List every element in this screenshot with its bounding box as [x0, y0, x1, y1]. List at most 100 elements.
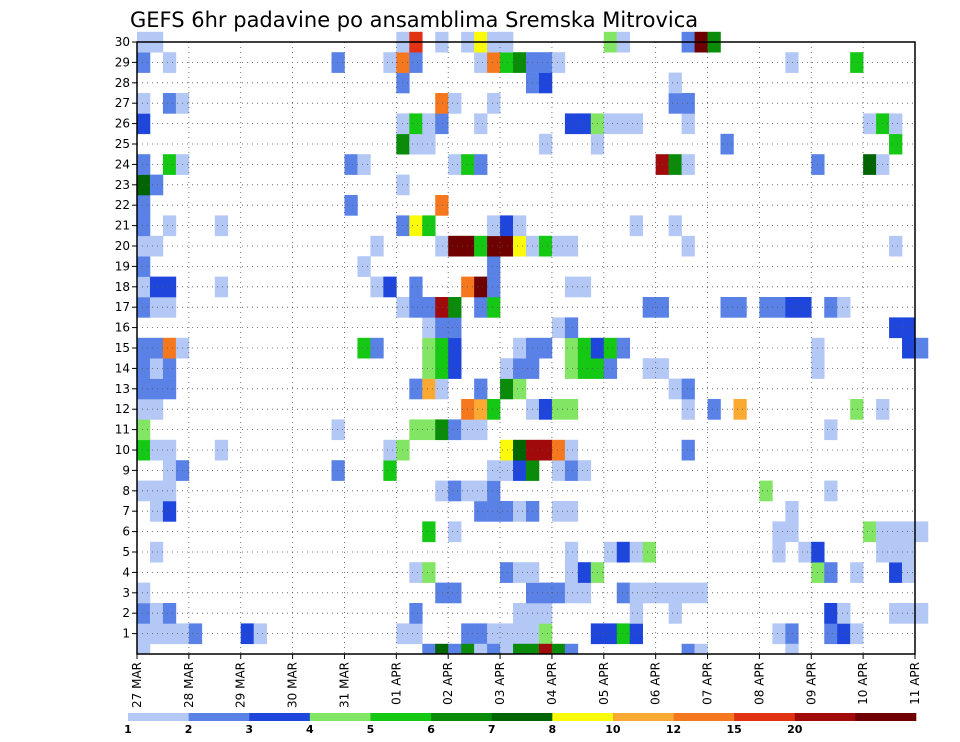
heatmap-cell	[902, 541, 916, 563]
heatmap-cell	[422, 643, 436, 654]
y-tick-label: 5	[122, 545, 130, 559]
heatmap-cell	[474, 501, 488, 522]
heatmap-cell	[551, 460, 566, 481]
heatmap-cell	[487, 52, 501, 73]
heatmap-cell	[149, 480, 164, 502]
x-tick-label: 11 APR	[908, 662, 922, 705]
heatmap-cell	[551, 235, 566, 257]
heatmap-cell	[214, 215, 229, 237]
y-tick-label: 24	[115, 157, 130, 171]
heatmap-cell	[577, 337, 592, 359]
legend-swatch	[673, 713, 735, 721]
heatmap-cell	[668, 93, 682, 114]
heatmap-cell	[538, 235, 553, 257]
x-tick-label: 10 APR	[856, 662, 870, 705]
heatmap-cell	[526, 643, 540, 654]
heatmap-cell	[577, 358, 592, 379]
heatmap-cell	[837, 297, 851, 318]
heatmap-cell	[564, 317, 579, 339]
heatmap-cell	[889, 113, 903, 135]
y-tick-label: 8	[122, 484, 130, 498]
heatmap-cell	[863, 113, 877, 135]
heatmap-cell	[603, 541, 618, 563]
heatmap-cell	[474, 276, 488, 298]
heatmap-cell	[513, 603, 527, 624]
heatmap-cell	[902, 562, 916, 583]
y-tick-label: 28	[115, 76, 130, 90]
heatmap-cell	[551, 582, 566, 604]
heatmap-cell	[538, 603, 553, 624]
heatmap-cell	[902, 337, 916, 359]
legend-swatch	[855, 713, 917, 721]
heatmap-cell	[785, 623, 799, 645]
heatmap-cell	[785, 297, 799, 318]
heatmap-cell	[798, 297, 812, 318]
heatmap-cell	[915, 337, 929, 359]
heatmap-cell	[487, 235, 501, 257]
legend-swatch	[249, 713, 311, 721]
heatmap-cell	[137, 337, 151, 359]
heatmap-cell	[149, 276, 164, 298]
heatmap-cell	[474, 297, 488, 318]
heatmap-cell	[850, 399, 864, 420]
legend-swatch	[612, 713, 674, 721]
heatmap-cell	[733, 297, 747, 318]
heatmap-cell	[513, 358, 527, 379]
heatmap-cell	[837, 623, 851, 645]
y-tick-label: 4	[122, 565, 130, 579]
y-tick-label: 11	[115, 423, 130, 437]
heatmap-cell	[889, 603, 903, 624]
heatmap-cell	[435, 195, 449, 216]
heatmap-cell	[435, 480, 449, 502]
heatmap-cell	[564, 643, 579, 654]
heatmap-cell	[448, 358, 462, 379]
heatmap-cell	[551, 52, 566, 73]
legend-swatch	[491, 713, 553, 721]
heatmap-cell	[435, 643, 449, 654]
heatmap-cell	[149, 603, 164, 624]
heatmap-cell	[149, 623, 164, 645]
heatmap-cell	[564, 439, 579, 461]
heatmap-cell	[538, 337, 553, 359]
heatmap-cell	[564, 113, 579, 135]
heatmap-cell	[448, 337, 462, 359]
heatmap-cell	[538, 439, 553, 461]
heatmap-cell	[487, 623, 501, 645]
heatmap-cell	[137, 480, 151, 502]
legend-swatch	[794, 713, 856, 721]
heatmap-cell	[759, 480, 773, 502]
heatmap-cell	[422, 378, 436, 400]
heatmap-cell	[889, 521, 903, 543]
heatmap-cell	[162, 501, 177, 522]
heatmap-cell	[422, 521, 436, 543]
heatmap-cell	[668, 72, 682, 94]
heatmap-cell	[448, 317, 462, 339]
heatmap-cell	[513, 501, 527, 522]
y-tick-label: 6	[122, 525, 130, 539]
heatmap-cell	[694, 643, 708, 654]
heatmap-cell	[137, 174, 151, 196]
heatmap-cell	[500, 358, 514, 379]
heatmap-cell	[149, 439, 164, 461]
heatmap-cell	[487, 256, 501, 277]
heatmap-cell	[137, 195, 151, 216]
heatmap-cell	[837, 603, 851, 624]
y-tick-label: 22	[115, 198, 130, 212]
x-tick-label: 05 APR	[597, 662, 611, 705]
heatmap-cell	[149, 174, 164, 196]
heatmap-cell	[772, 541, 786, 563]
heatmap-cell	[513, 337, 527, 359]
heatmap-cell	[149, 378, 164, 400]
heatmap-cell	[137, 439, 151, 461]
heatmap-cell	[564, 582, 579, 604]
heatmap-cell	[603, 623, 618, 645]
heatmap-cell	[162, 378, 177, 400]
heatmap-cell	[668, 603, 682, 624]
heatmap-cell	[448, 480, 462, 502]
legend-label: 20	[787, 723, 803, 736]
heatmap-cell	[137, 419, 151, 441]
heatmap-cell	[616, 582, 631, 604]
legend-label: 7	[488, 723, 496, 736]
heatmap-cell	[668, 215, 682, 237]
heatmap-cell	[331, 52, 345, 73]
